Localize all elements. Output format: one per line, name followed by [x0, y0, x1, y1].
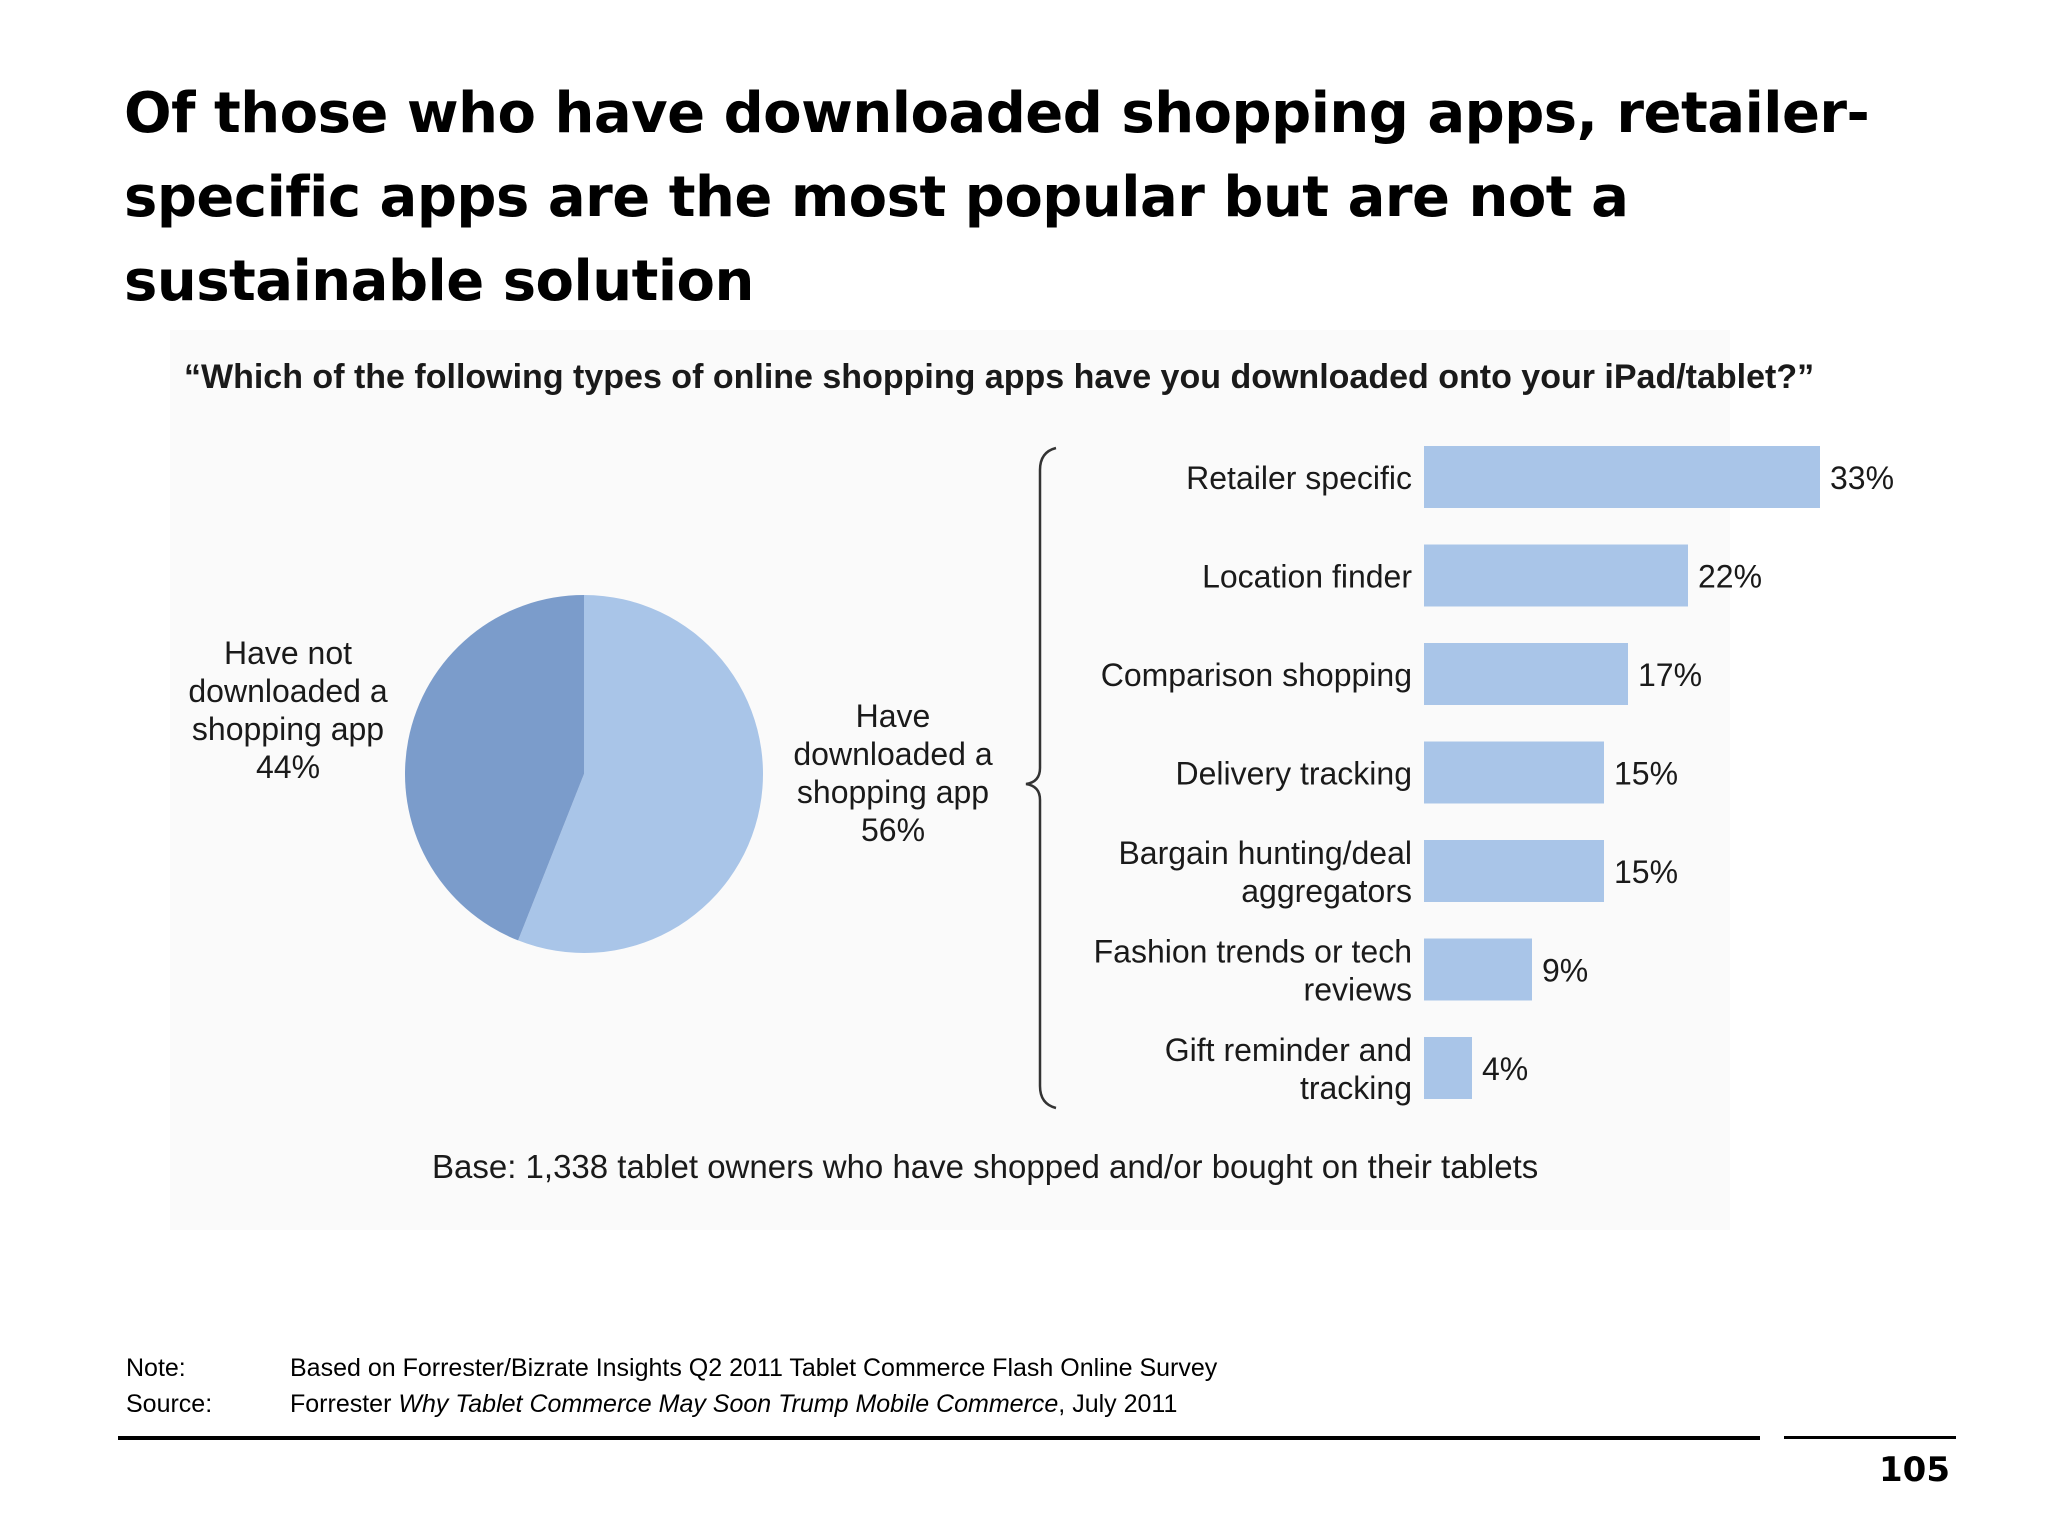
source-text: Forrester Why Tablet Commerce May Soon T… — [290, 1386, 1177, 1422]
bar-value-label: 22% — [1698, 559, 1762, 595]
bar-3 — [1424, 643, 1628, 705]
source-row: Source: Forrester Why Tablet Commerce Ma… — [126, 1386, 1217, 1422]
bar-1 — [1424, 446, 1820, 508]
pie-label-line: shopping app — [797, 774, 989, 810]
source-prefix: Forrester — [290, 1390, 399, 1418]
pie-slice-not-downloaded — [405, 595, 584, 941]
pie-label-line: shopping app — [192, 711, 384, 747]
bar-category-label: Gift reminder and tracking — [1165, 1032, 1412, 1106]
note-label: Note: — [126, 1354, 186, 1382]
bar-category-label: Retailer specific — [1186, 460, 1412, 496]
bar-category-line: Fashion trends or tech — [1094, 934, 1412, 970]
bar-category-line: tracking — [1300, 1070, 1412, 1106]
bar-value-label: 9% — [1542, 953, 1588, 989]
source-label: Source: — [126, 1390, 213, 1418]
bar-category-line: Bargain hunting/deal — [1118, 835, 1412, 871]
source-suffix: , July 2011 — [1058, 1390, 1178, 1418]
pie-chart: Have downloaded a shopping app 56%Have not d… — [188, 595, 993, 954]
bar-value-label: 17% — [1638, 657, 1702, 693]
bar-4 — [1424, 741, 1604, 804]
bar-value-label: 33% — [1830, 460, 1894, 496]
note-text: Based on Forrester/Bizrate Insights Q2 2… — [290, 1354, 1218, 1382]
bar-value-label: 15% — [1614, 854, 1678, 890]
pie-label-line: downloaded a — [793, 736, 992, 772]
pie-label-line: Have not — [224, 635, 352, 671]
source-title: Why Tablet Commerce May Soon Trump Mobil… — [398, 1390, 1059, 1418]
bar-value-label: 4% — [1482, 1051, 1528, 1087]
base-note: Base: 1,338 tablet owners who have shopp… — [432, 1148, 1539, 1185]
bar-category-line: Location finder — [1202, 559, 1412, 595]
bar-category-line: Delivery tracking — [1175, 756, 1412, 792]
page-number-rule — [1784, 1436, 1956, 1439]
pie-label-not-downloaded: Have not downloaded a shopping app 44% — [188, 635, 387, 785]
pie-slice-downloaded — [518, 595, 764, 954]
bracket — [1025, 446, 1057, 1110]
bar-category-line: Comparison shopping — [1101, 657, 1412, 693]
pie-value-label: 44% — [256, 749, 320, 785]
footnotes: Note: Based on Forrester/Bizrate Insight… — [126, 1350, 1217, 1422]
bar-2 — [1424, 544, 1688, 607]
slide-title: Of those who have downloaded shopping ap… — [124, 81, 1870, 314]
bar-category-label: Bargain hunting/deal aggregators — [1118, 835, 1412, 909]
footer-rule — [118, 1436, 1760, 1440]
bar-5 — [1424, 840, 1604, 902]
bar-category-line: Gift reminder and — [1165, 1032, 1412, 1068]
bar-6 — [1424, 938, 1532, 1001]
pie-label-line: downloaded a — [188, 673, 387, 709]
bar-category-label: Delivery tracking — [1175, 756, 1412, 792]
bar-category-label: Fashion trends or tech reviews — [1094, 934, 1412, 1008]
pie-value-label: 56% — [861, 812, 925, 848]
bar-category-line: reviews — [1304, 972, 1412, 1008]
bar-chart: 33% Retailer specific 22% Location finder 17… — [1094, 446, 1894, 1106]
page-number: 105 — [1879, 1450, 1950, 1490]
bar-category-label: Comparison shopping — [1101, 657, 1412, 693]
pie-label-downloaded: Have downloaded a shopping app 56% — [793, 698, 992, 848]
chart-question: “Which of the following types of online … — [184, 358, 1815, 396]
bar-7 — [1424, 1037, 1472, 1099]
pie-label-line: Have — [856, 698, 931, 734]
bar-category-label: Location finder — [1202, 559, 1412, 595]
bar-value-label: 15% — [1614, 756, 1678, 792]
bar-category-line: Retailer specific — [1186, 460, 1412, 496]
bar-category-line: aggregators — [1241, 873, 1412, 909]
note-row: Note: Based on Forrester/Bizrate Insight… — [126, 1350, 1217, 1386]
